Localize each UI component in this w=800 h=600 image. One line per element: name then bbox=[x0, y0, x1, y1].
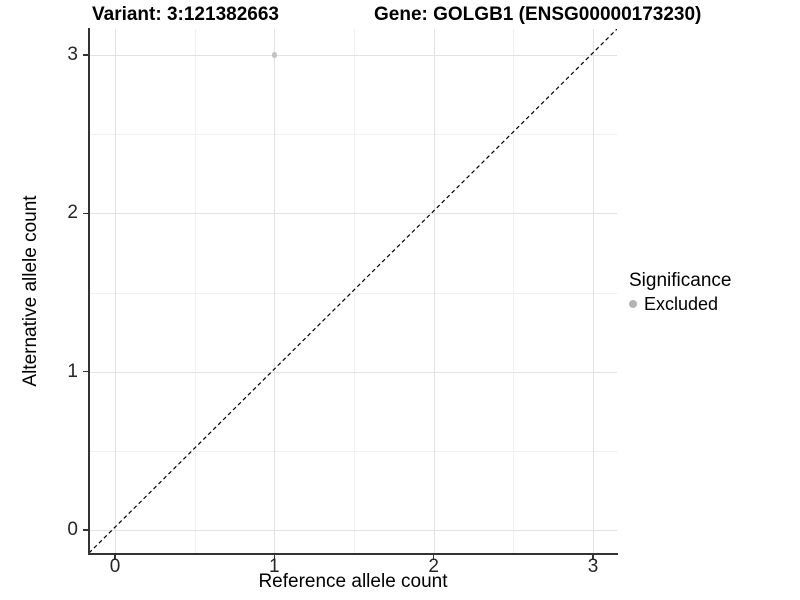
y-axis-line bbox=[88, 28, 90, 554]
y-tick-label: 2 bbox=[67, 202, 78, 224]
y-tick-label: 1 bbox=[67, 360, 78, 382]
x-major-gridline bbox=[433, 29, 435, 553]
x-tick-label: 0 bbox=[109, 556, 121, 577]
y-tick-label: 3 bbox=[67, 44, 78, 65]
data-point bbox=[271, 52, 278, 58]
legend-title: Significance bbox=[629, 270, 732, 291]
x-tick-mark bbox=[273, 554, 276, 560]
plot-panel bbox=[89, 29, 617, 553]
x-minor-gridline bbox=[513, 29, 515, 553]
y-tick-mark bbox=[83, 54, 88, 56]
legend-item-label: Excluded bbox=[644, 294, 719, 314]
y-minor-gridline bbox=[89, 134, 617, 136]
y-major-gridline bbox=[89, 530, 617, 531]
x-tick-mark bbox=[432, 554, 435, 560]
y-axis-title: Alternative allele count bbox=[20, 195, 41, 387]
x-axis-title: Reference allele count bbox=[258, 571, 448, 592]
y-tick-mark bbox=[83, 529, 88, 531]
x-tick-label: 1 bbox=[269, 556, 280, 577]
y-minor-gridline bbox=[89, 450, 617, 452]
y-minor-gridline bbox=[89, 292, 617, 294]
x-major-gridline bbox=[274, 29, 276, 553]
y-tick-mark bbox=[83, 212, 88, 215]
x-tick-mark bbox=[592, 554, 594, 560]
y-tick-mark bbox=[83, 370, 88, 373]
y-tick-label: 0 bbox=[67, 519, 78, 540]
x-axis-line bbox=[88, 553, 618, 555]
legend: Significance Excluded bbox=[629, 270, 731, 314]
plot-title-variant: Variant: 3:121382663 bbox=[92, 4, 279, 25]
legend-point-icon bbox=[629, 300, 637, 308]
x-major-gridline bbox=[115, 29, 116, 553]
identity-dashed-line bbox=[89, 29, 617, 553]
x-tick-label: 2 bbox=[428, 556, 439, 577]
legend-item-excluded: Excluded bbox=[629, 294, 731, 314]
y-major-gridline bbox=[89, 371, 617, 373]
x-minor-gridline bbox=[353, 29, 355, 553]
y-major-gridline bbox=[89, 55, 617, 56]
y-major-gridline bbox=[89, 213, 617, 215]
x-major-gridline bbox=[592, 29, 594, 553]
x-tick-label: 3 bbox=[587, 556, 599, 577]
x-tick-mark bbox=[114, 554, 116, 560]
plot-title-gene: Gene: GOLGB1 (ENSG00000173230) bbox=[374, 4, 702, 25]
x-minor-gridline bbox=[194, 29, 196, 553]
